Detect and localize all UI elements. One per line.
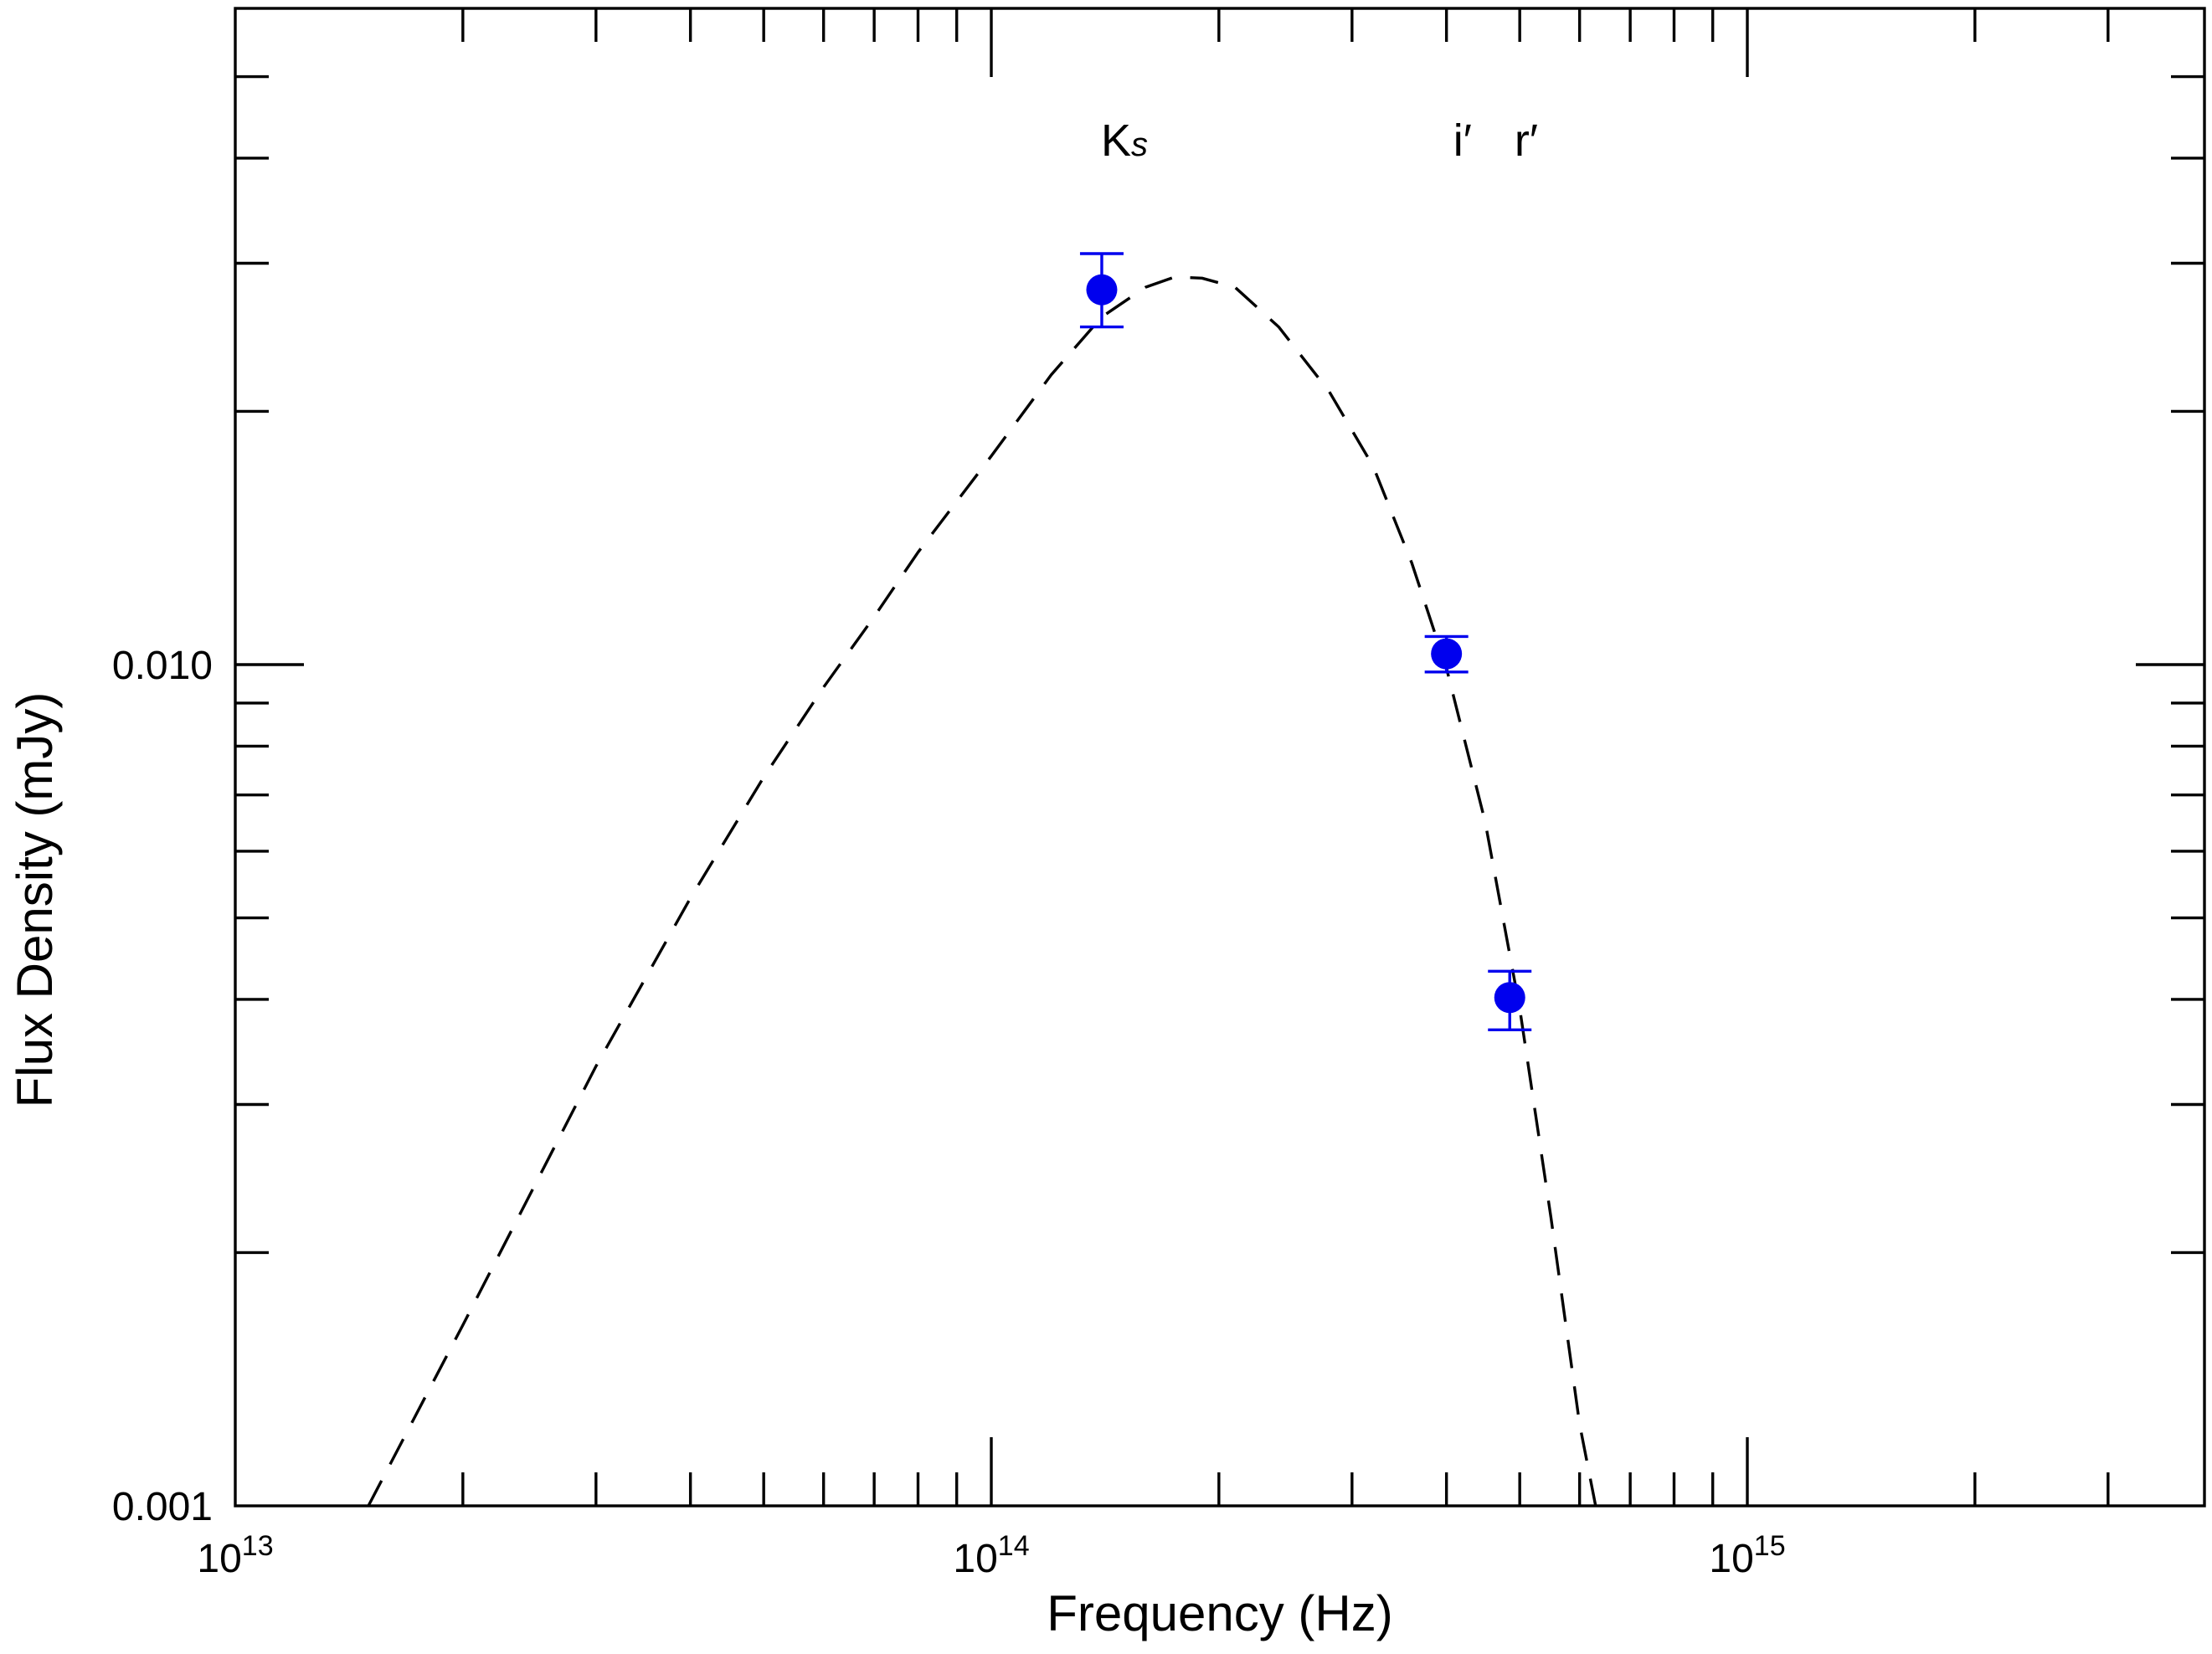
y-tick-label: 0.001 [112,1485,213,1529]
y-axis-label: Flux Density (mJy) [7,692,63,1108]
band-label: Ks [1101,116,1148,166]
data-point-group [1488,969,1532,1032]
band-label: r′ [1515,116,1538,166]
data-point [1086,274,1118,306]
data-point-group [1424,634,1469,674]
band-labels: Ks i′ r′ [1101,116,1538,166]
data-points [1079,252,1532,1032]
band-label: i′ [1453,116,1472,166]
tick-labels: 1013 1014 1015 0.001 0.010 [112,644,1786,1581]
data-point [1431,638,1463,670]
model-curve [367,275,1597,1507]
data-point [1494,982,1525,1014]
x-tick-label: 1015 [1709,1530,1785,1581]
model-curve-line [367,275,1597,1507]
x-tick-label: 1014 [953,1530,1029,1581]
y-tick-label: 0.010 [112,644,213,688]
axis-ticks [235,8,2204,1506]
plot-frame [234,7,2206,1508]
x-tick-label: 1013 [197,1530,273,1581]
x-axis-label: Frequency (Hz) [1047,1585,1392,1641]
data-point-group [1079,252,1124,329]
